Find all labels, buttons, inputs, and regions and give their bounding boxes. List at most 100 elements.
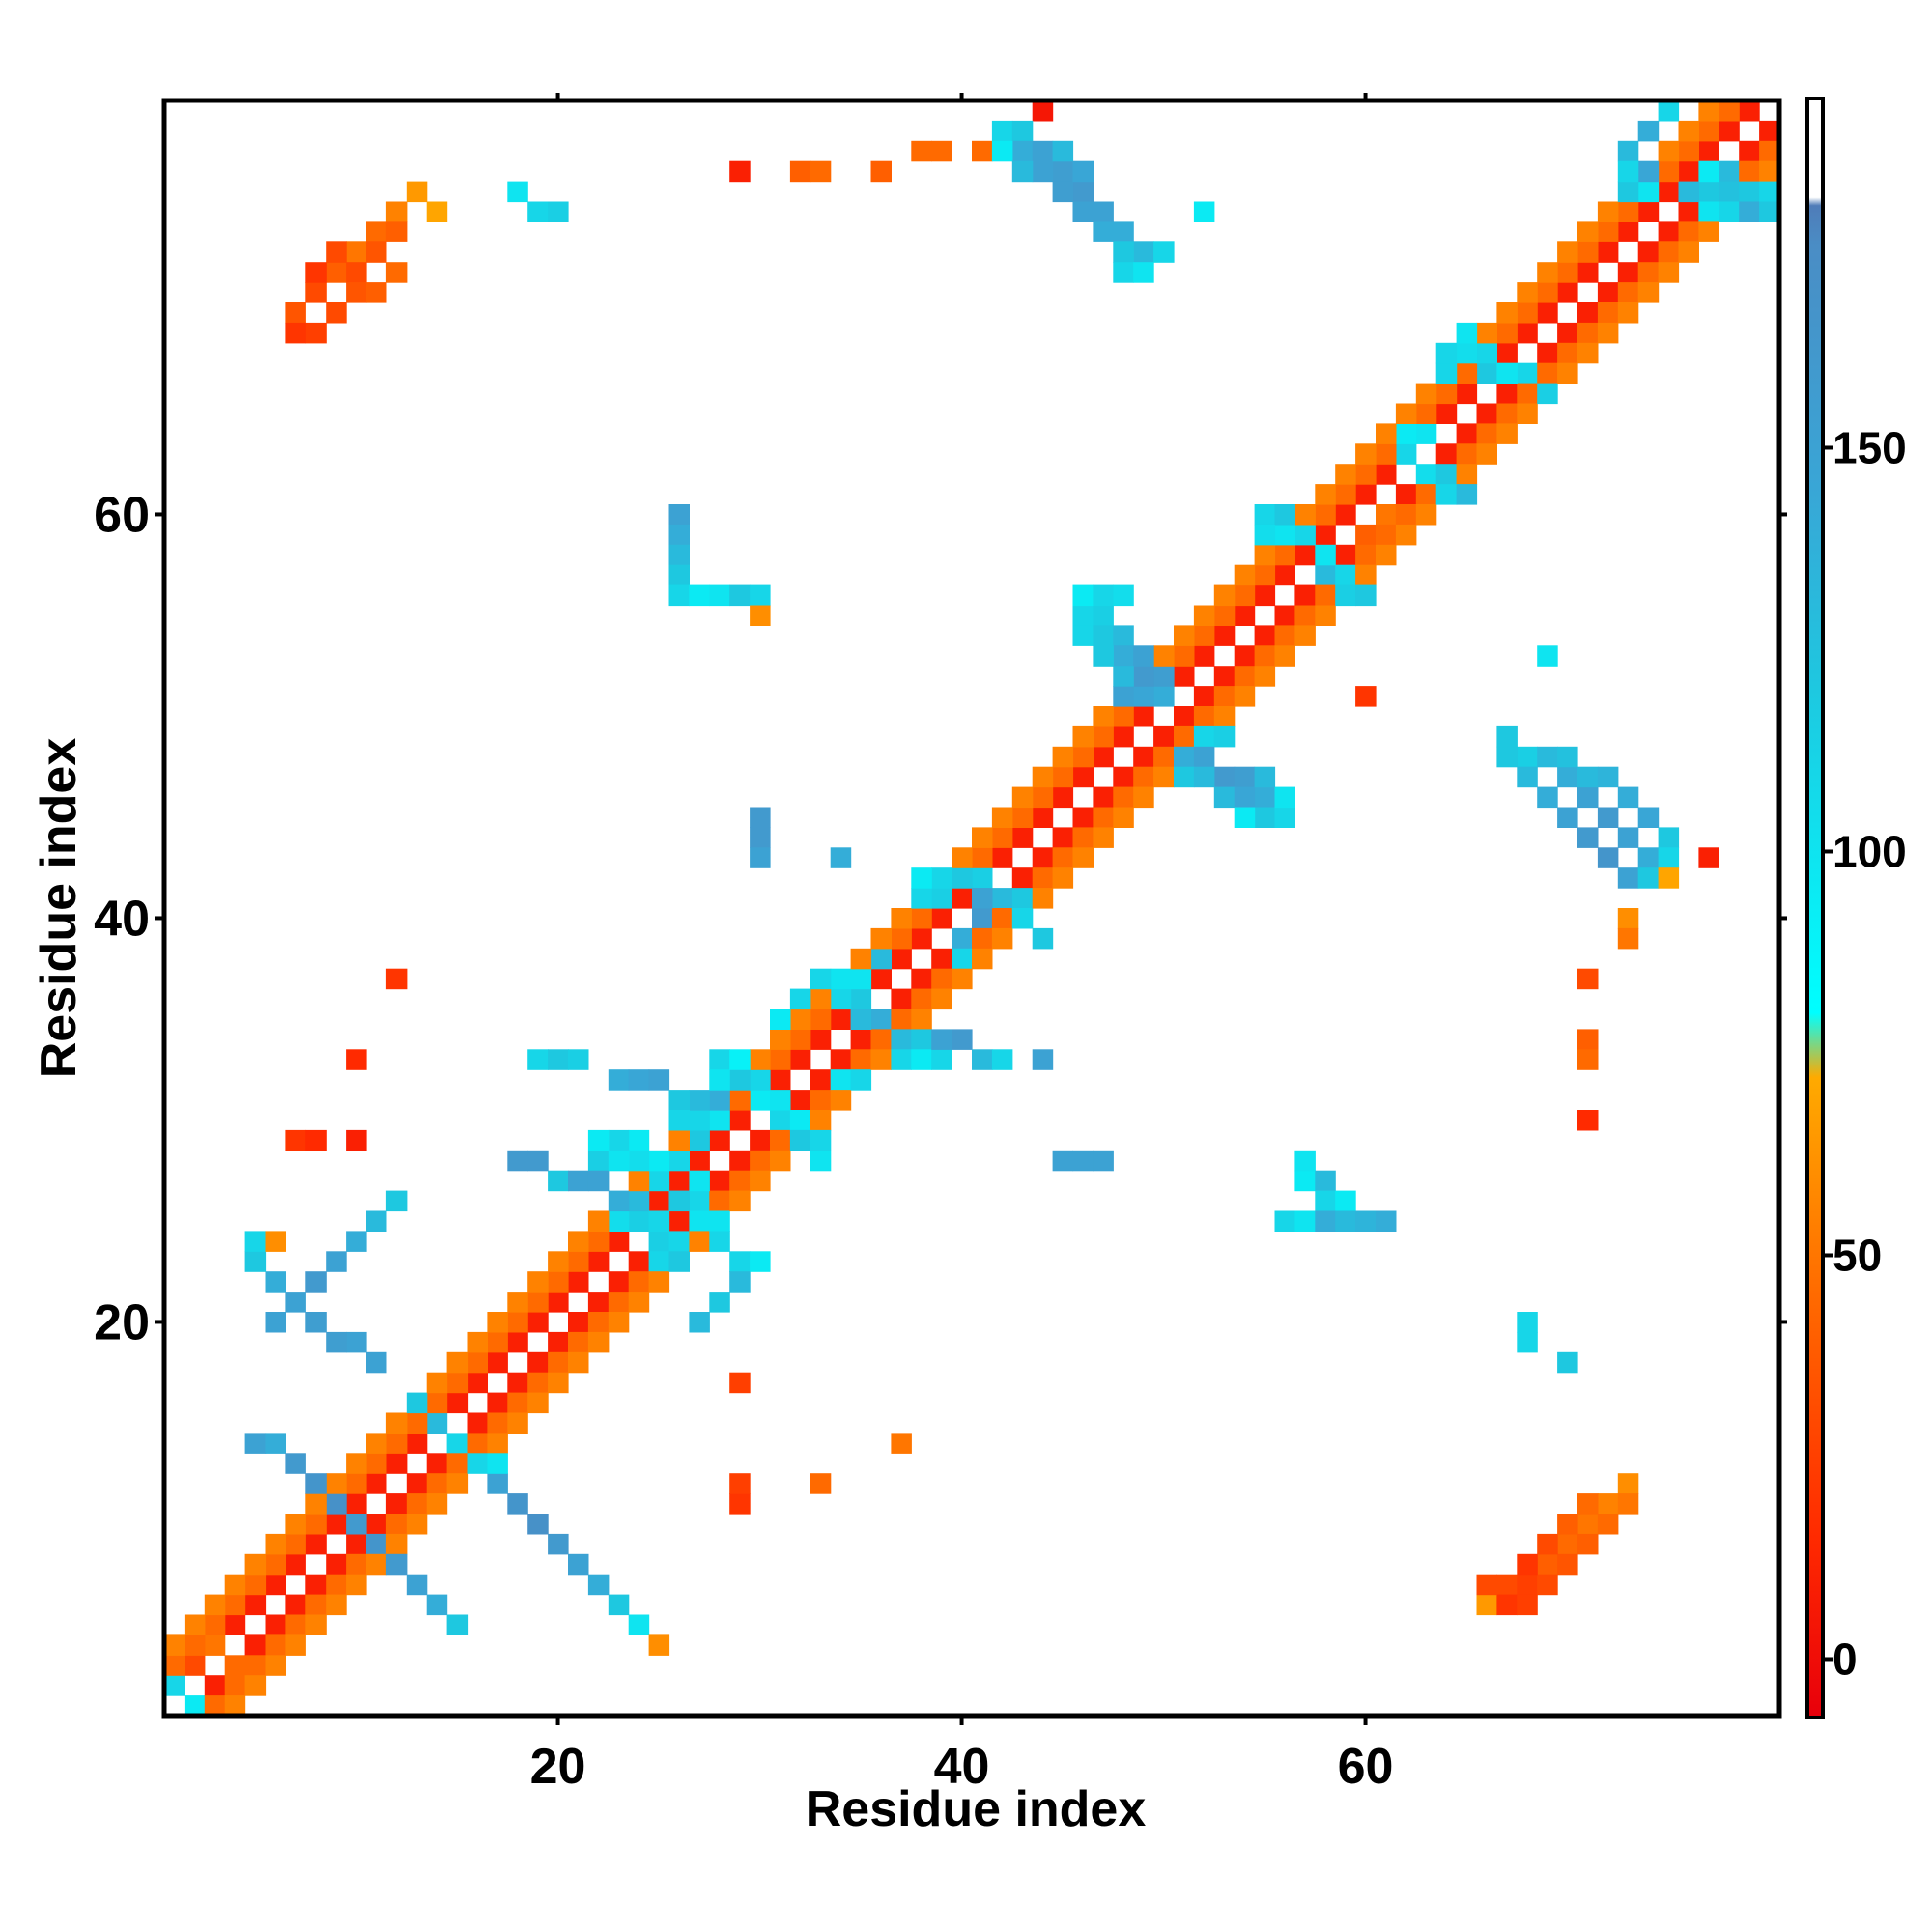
heatmap-cell xyxy=(587,1292,610,1313)
heatmap-cell xyxy=(1557,242,1578,263)
heatmap-cell xyxy=(1072,725,1094,748)
heatmap-cell xyxy=(548,1292,569,1313)
heatmap-cell xyxy=(487,1331,508,1353)
heatmap-cell xyxy=(1456,443,1478,465)
heatmap-cell xyxy=(507,1292,528,1313)
heatmap-cell xyxy=(1153,645,1175,667)
heatmap-cell xyxy=(568,1553,589,1576)
heatmap-cell xyxy=(1496,1574,1518,1596)
heatmap-cell xyxy=(1476,443,1497,465)
heatmap-cell xyxy=(1658,100,1680,122)
heatmap-cell xyxy=(830,1069,852,1091)
heatmap-cell xyxy=(1496,403,1518,424)
heatmap-cell xyxy=(385,1453,408,1474)
heatmap-cell xyxy=(1274,807,1295,828)
heatmap-cell xyxy=(1052,1150,1074,1172)
heatmap-cell xyxy=(1698,221,1719,242)
heatmap-cell xyxy=(729,1473,751,1494)
heatmap-cell xyxy=(1739,140,1760,162)
heatmap-cell xyxy=(1637,120,1660,142)
x-tick-label: 60 xyxy=(1338,1739,1394,1795)
colorbar-ticks: 0 50 100 150 xyxy=(1823,422,1907,1684)
heatmap-cell xyxy=(729,1493,751,1515)
heatmap-cell xyxy=(709,584,730,607)
heatmap-cell xyxy=(346,1493,367,1515)
heatmap-cell xyxy=(346,1049,367,1070)
heatmap-cell xyxy=(1517,282,1538,303)
heatmap-cell xyxy=(1274,625,1295,646)
heatmap-cell xyxy=(1174,725,1195,748)
heatmap-cell xyxy=(1153,686,1175,707)
heatmap-cell xyxy=(1213,666,1236,687)
heatmap-cell xyxy=(1011,867,1034,889)
heatmap-cell xyxy=(1032,1049,1054,1070)
heatmap-cell xyxy=(1739,201,1760,222)
heatmap-cell xyxy=(366,1433,387,1454)
heatmap-cell xyxy=(1011,807,1034,828)
heatmap-cell xyxy=(1355,524,1377,546)
heatmap-cell xyxy=(709,1170,730,1192)
heatmap-cell xyxy=(972,867,993,889)
heatmap-cell xyxy=(1335,564,1356,586)
heatmap-cell xyxy=(1517,766,1538,788)
heatmap-cell xyxy=(548,1351,569,1374)
heatmap-cell xyxy=(1537,746,1558,768)
heatmap-cell xyxy=(1254,807,1276,828)
heatmap-cell xyxy=(1435,484,1458,505)
heatmap-cell xyxy=(1698,160,1719,183)
heatmap-cell xyxy=(1557,1351,1578,1374)
heatmap-cell xyxy=(568,1251,589,1272)
heatmap-cell xyxy=(568,1312,589,1333)
heatmap-cell xyxy=(1557,807,1578,828)
heatmap-cell xyxy=(1658,181,1680,203)
heatmap-cell xyxy=(789,1049,811,1070)
heatmap-cell xyxy=(830,968,852,990)
heatmap-cell xyxy=(1274,786,1295,809)
heatmap-cell xyxy=(204,1695,226,1717)
heatmap-cell xyxy=(1719,120,1740,142)
heatmap-cell xyxy=(1193,706,1215,727)
heatmap-cell xyxy=(224,1574,246,1596)
heatmap-cell xyxy=(1698,120,1719,142)
heatmap-cell xyxy=(770,1009,791,1030)
heatmap-cell xyxy=(446,1433,469,1454)
heatmap-cell xyxy=(587,1170,610,1192)
heatmap-cell xyxy=(184,1655,206,1676)
colorbar-frame xyxy=(1805,97,1825,1719)
heatmap-cell xyxy=(527,1351,549,1374)
plot-frame xyxy=(161,98,1782,1719)
heatmap-cell xyxy=(305,1473,327,1494)
heatmap-cell xyxy=(1113,766,1134,788)
heatmap-cell xyxy=(1517,403,1538,424)
heatmap-cell xyxy=(244,1231,267,1252)
heatmap-cell xyxy=(648,1634,670,1656)
heatmap-cell xyxy=(1315,504,1336,526)
heatmap-cell xyxy=(729,1251,751,1272)
heatmap-cell xyxy=(1032,927,1054,950)
heatmap-cell xyxy=(568,1271,589,1293)
heatmap-cell xyxy=(1093,786,1114,809)
heatmap-cell xyxy=(1355,464,1377,485)
heatmap-cell xyxy=(689,1190,710,1212)
heatmap-cell xyxy=(729,1110,751,1131)
heatmap-cell xyxy=(385,1433,408,1454)
heatmap-cell xyxy=(1678,160,1699,183)
heatmap-cell xyxy=(729,1271,751,1293)
heatmap-cell xyxy=(1113,807,1134,828)
heatmap-cell xyxy=(1213,786,1236,809)
heatmap-cell xyxy=(729,1150,751,1172)
heatmap-cell xyxy=(729,1170,751,1192)
heatmap-cell xyxy=(366,1533,387,1555)
y-tick-label: 40 xyxy=(94,891,150,947)
heatmap-cell xyxy=(305,1514,327,1535)
heatmap-cell xyxy=(668,1150,690,1172)
heatmap-cell xyxy=(285,1514,306,1535)
y-tick-label: 20 xyxy=(94,1294,150,1350)
heatmap-cell xyxy=(1617,1493,1639,1515)
heatmap-cell xyxy=(1213,625,1236,646)
heatmap-cell xyxy=(1537,645,1558,667)
heatmap-cell xyxy=(870,1009,892,1030)
heatmap-cell xyxy=(1315,524,1336,546)
heatmap-cell xyxy=(1658,847,1680,868)
heatmap-cell xyxy=(1254,625,1276,646)
